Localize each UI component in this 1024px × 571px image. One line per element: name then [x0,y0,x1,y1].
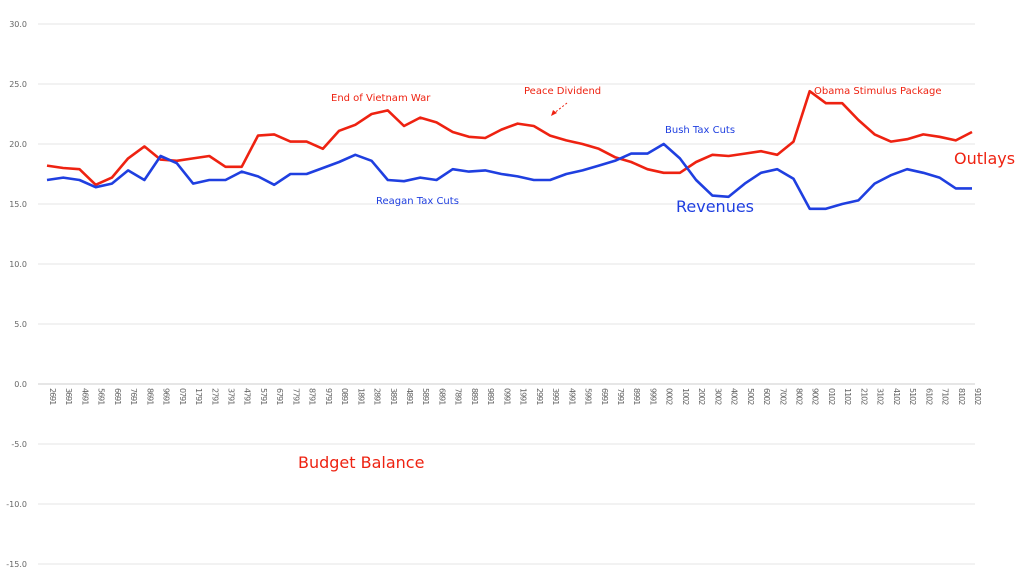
x-tick-label: 6991 [600,388,609,405]
x-tick-label: 7002 [778,388,787,405]
x-tick-label: 7891 [454,388,463,405]
x-tick-label: 4991 [567,388,576,405]
x-tick-label: 4691 [80,388,89,405]
annotations: End of Vietnam War Peace Dividend Bush T… [298,86,1015,472]
x-tick-label: 2002 [697,388,706,405]
y-tick-label: 30.0 [9,20,27,29]
x-tick-label: 1102 [843,388,852,405]
x-tick-label: 3102 [876,388,885,405]
label-outlays: Outlays [954,149,1015,168]
x-tick-label: 8691 [145,388,154,405]
y-axis-ticks: 30.0 25.0 20.0 15.0 10.0 5.0 0.0 -5.0 -10.0 -15.0 [6,20,27,569]
x-tick-label: 3002 [713,388,722,405]
x-tick-label: 2691 [48,388,57,405]
x-tick-label: 4102 [892,388,901,405]
gridlines [38,23,975,565]
annotation-obama: Obama Stimulus Package [814,86,941,97]
x-tick-label: 9791 [324,388,333,405]
y-tick-label: 25.0 [9,80,27,89]
x-tick-label: 0891 [340,388,349,405]
x-tick-label: 5991 [584,388,593,405]
x-tick-label: 6891 [437,388,446,405]
x-tick-label: 0002 [665,388,674,405]
x-tick-label: 1002 [681,388,690,405]
x-tick-label: 1991 [519,388,528,405]
x-tick-label: 7791 [291,388,300,405]
x-tick-label: 9691 [162,388,171,405]
x-axis-ticks: 2691 3691 4691 5691 6691 7691 8691 9691 0791 1791… [48,388,982,405]
y-tick-label: -10.0 [6,500,27,509]
x-tick-label: 6691 [113,388,122,405]
x-tick-label: 3891 [389,388,398,405]
x-tick-label: 6102 [924,388,933,405]
x-tick-label: 5691 [97,388,106,405]
x-tick-label: 2991 [535,388,544,405]
y-tick-label: 15.0 [9,200,27,209]
annotation-bush: Bush Tax Cuts [665,125,735,136]
y-tick-label: 20.0 [9,140,27,149]
x-tick-label: 4791 [243,388,252,405]
annotation-vietnam: End of Vietnam War [331,93,431,104]
y-tick-label: -5.0 [11,440,27,449]
x-tick-label: 1791 [194,388,203,405]
x-tick-label: 4002 [730,388,739,405]
x-tick-label: 3991 [551,388,560,405]
y-tick-label: 10.0 [9,260,27,269]
label-revenues: Revenues [676,197,754,216]
x-tick-label: 8891 [470,388,479,405]
series-line-outlays [46,89,973,187]
x-tick-label: 4891 [405,388,414,405]
x-tick-label: 9102 [973,388,982,405]
x-tick-label: 1891 [356,388,365,405]
x-tick-label: 8791 [308,388,317,405]
series-line-revenues [46,142,972,211]
x-tick-label: 9002 [811,388,820,405]
x-tick-label: 2791 [210,388,219,405]
x-tick-label: 9891 [486,388,495,405]
x-tick-label: 0791 [178,388,187,405]
x-tick-label: 8991 [632,388,641,405]
x-tick-label: 8102 [957,388,966,405]
annotation-peace-dividend: Peace Dividend [524,86,601,97]
x-tick-label: 5791 [259,388,268,405]
x-tick-label: 6791 [275,388,284,405]
x-tick-label: 8002 [794,388,803,405]
arrow-head [551,110,557,116]
y-tick-label: 0.0 [14,380,27,389]
series-lines [46,89,973,211]
x-tick-label: 5891 [421,388,430,405]
label-budget-balance: Budget Balance [298,453,424,472]
x-tick-label: 2102 [859,388,868,405]
annotation-reagan: Reagan Tax Cuts [376,196,459,207]
x-tick-label: 3691 [64,388,73,405]
x-tick-label: 0102 [827,388,836,405]
x-tick-label: 3791 [227,388,236,405]
peace-dividend-arrow [552,102,568,115]
x-tick-label: 5102 [908,388,917,405]
x-tick-label: 6002 [762,388,771,405]
x-tick-label: 7691 [129,388,138,405]
x-tick-label: 7991 [616,388,625,405]
x-tick-label: 5002 [746,388,755,405]
x-tick-label: 7102 [941,388,950,405]
y-tick-label: 5.0 [14,320,27,329]
y-tick-label: -15.0 [6,560,27,569]
x-tick-label: 0991 [502,388,511,405]
x-tick-label: 2891 [373,388,382,405]
x-tick-label: 9991 [648,388,657,405]
